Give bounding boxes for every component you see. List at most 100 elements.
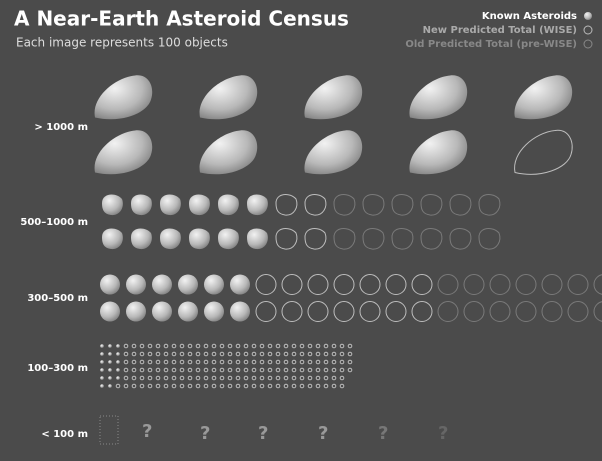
asteroid-dot — [219, 343, 225, 349]
question-mark: ? — [142, 421, 152, 442]
asteroid-dot — [275, 351, 281, 357]
asteroid-icon — [131, 228, 152, 250]
asteroid-dot — [203, 375, 209, 381]
asteroid-dot — [347, 359, 353, 365]
asteroid-dot — [147, 383, 153, 389]
asteroid-icon — [126, 274, 146, 295]
asteroid-dot — [139, 367, 145, 373]
asteroid-dot — [339, 343, 345, 349]
asteroid-icon — [489, 274, 511, 295]
asteroid-dot — [195, 383, 201, 389]
tiny-grid — [99, 415, 119, 445]
question-mark: ? — [200, 423, 210, 444]
asteroid-icon — [102, 228, 123, 250]
asteroid-dot — [251, 367, 257, 373]
asteroid-icon — [307, 301, 329, 322]
asteroid-dot — [131, 383, 137, 389]
asteroid-icon — [449, 194, 472, 216]
asteroid-dot — [251, 351, 257, 357]
asteroid-icon — [255, 301, 277, 322]
asteroid-dot — [147, 351, 153, 357]
asteroid-dot — [203, 351, 209, 357]
asteroid-icon — [420, 194, 443, 216]
asteroid-dot — [251, 343, 257, 349]
asteroid-dot — [251, 359, 257, 365]
asteroid-icon — [391, 228, 414, 250]
asteroid-dot — [259, 367, 265, 373]
asteroid-icon — [541, 301, 563, 322]
asteroid-dot — [227, 367, 233, 373]
asteroid-dot — [339, 383, 345, 389]
asteroid-dot — [171, 343, 177, 349]
asteroid-icon — [100, 274, 120, 295]
asteroid-dot — [195, 375, 201, 381]
asteroid-dot — [139, 375, 145, 381]
legend-old-icon — [583, 39, 593, 49]
asteroid-dot — [315, 351, 321, 357]
asteroid-dot — [211, 367, 217, 373]
asteroid-icon — [567, 274, 589, 295]
legend-new: New Predicted Total (WISE) — [423, 25, 577, 36]
asteroid-icon — [199, 75, 258, 120]
asteroid-dot — [100, 368, 104, 372]
asteroid-dot — [123, 383, 129, 389]
asteroid-dot — [155, 367, 161, 373]
asteroid-dot — [323, 351, 329, 357]
asteroid-icon — [160, 194, 181, 216]
asteroid-dot — [235, 351, 241, 357]
asteroid-dot — [115, 383, 121, 389]
question-mark: ? — [438, 423, 448, 444]
asteroid-dot — [347, 367, 353, 373]
asteroid-dot — [139, 343, 145, 349]
asteroid-dot — [171, 367, 177, 373]
asteroid-dot — [339, 359, 345, 365]
asteroid-dot — [203, 367, 209, 373]
asteroid-dot — [227, 375, 233, 381]
asteroid-dot — [331, 359, 337, 365]
asteroid-dot — [131, 343, 137, 349]
asteroid-dot — [323, 375, 329, 381]
asteroid-dot — [195, 367, 201, 373]
row-label: 100–300 m — [27, 363, 88, 374]
asteroid-dot — [299, 375, 305, 381]
asteroid-icon — [102, 194, 123, 216]
asteroid-dot — [283, 375, 289, 381]
asteroid-icon — [593, 274, 602, 295]
asteroid-dot — [315, 367, 321, 373]
asteroid-dot — [100, 360, 104, 364]
asteroid-dot — [155, 375, 161, 381]
row-label: 300–500 m — [27, 293, 88, 304]
asteroid-dot — [331, 343, 337, 349]
asteroid-dot — [131, 375, 137, 381]
asteroid-icon — [449, 228, 472, 250]
asteroid-dot — [187, 367, 193, 373]
asteroid-dot — [147, 359, 153, 365]
asteroid-icon — [514, 129, 573, 175]
asteroid-dot — [307, 367, 313, 373]
asteroid-icon — [255, 274, 277, 295]
asteroid-dot — [283, 367, 289, 373]
asteroid-dot — [235, 359, 241, 365]
asteroid-icon — [218, 228, 239, 250]
asteroid-dot — [283, 343, 289, 349]
asteroid-dot — [108, 368, 112, 372]
asteroid-dot — [211, 351, 217, 357]
asteroid-dot — [291, 367, 297, 373]
asteroid-icon — [189, 228, 210, 250]
asteroid-icon — [152, 301, 172, 322]
asteroid-dot — [235, 367, 241, 373]
asteroid-dot — [108, 344, 112, 348]
asteroid-dot — [147, 343, 153, 349]
asteroid-icon — [411, 301, 433, 322]
asteroid-dot — [307, 383, 313, 389]
asteroid-dot — [315, 359, 321, 365]
asteroid-dot — [179, 367, 185, 373]
asteroid-dot — [235, 343, 241, 349]
asteroid-dot — [171, 351, 177, 357]
asteroid-dot — [219, 351, 225, 357]
asteroid-dot — [116, 352, 120, 356]
asteroid-dot — [275, 343, 281, 349]
asteroid-icon — [463, 301, 485, 322]
asteroid-dot — [307, 375, 313, 381]
asteroid-dot — [187, 383, 193, 389]
